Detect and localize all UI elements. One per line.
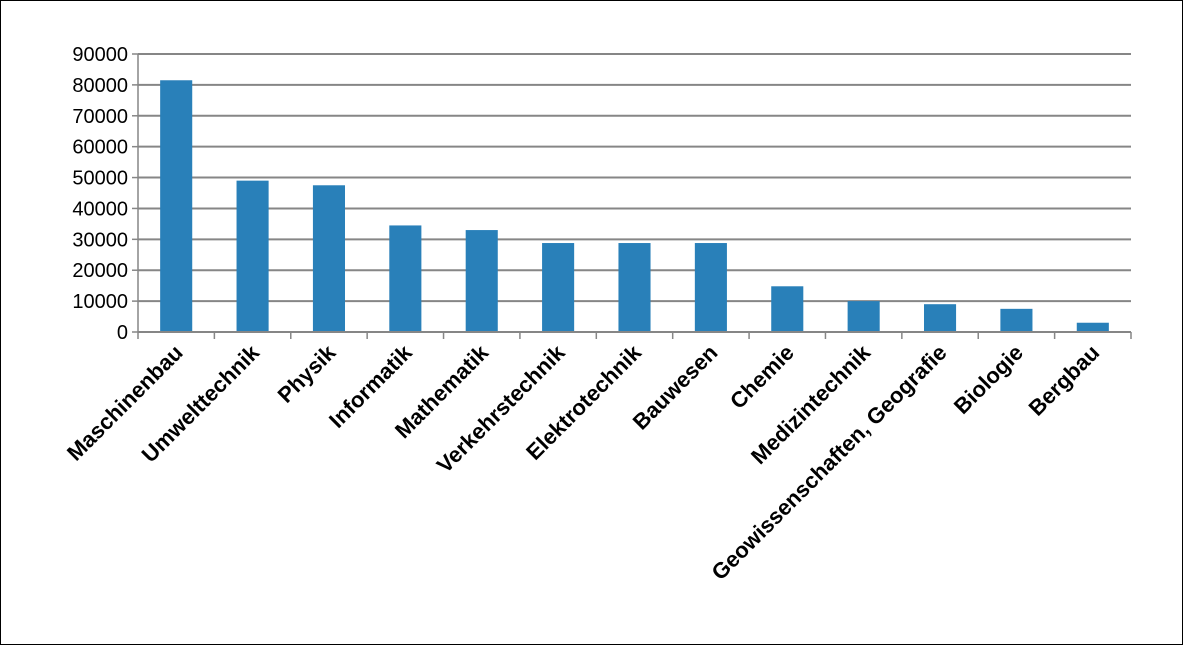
- y-tick-labels: 0 10000 20000 30000 40000 50000 60000 70000 8000…: [72, 44, 128, 344]
- y-tick-label: 40000: [72, 198, 128, 220]
- gridlines: [138, 53, 1131, 303]
- bars: [160, 80, 1109, 332]
- axes: [132, 53, 1132, 339]
- x-category-label: Biologie: [949, 340, 1028, 419]
- y-tick-label: 60000: [72, 137, 128, 159]
- y-tick-label: 70000: [72, 106, 128, 128]
- y-tick-label: 0: [117, 322, 128, 344]
- bar: [465, 230, 498, 332]
- x-category-label: Bergbau: [1024, 340, 1105, 421]
- y-tick-label: 90000: [72, 44, 128, 66]
- bar: [389, 225, 422, 332]
- bar: [694, 243, 727, 332]
- bar: [312, 185, 346, 332]
- y-tick-label: 80000: [72, 75, 128, 97]
- x-category-label: Verkehrstechnik: [432, 339, 570, 477]
- bar: [236, 180, 269, 332]
- bar: [1076, 322, 1109, 332]
- y-tick-label: 30000: [72, 229, 128, 251]
- bar: [923, 304, 957, 332]
- y-tick-label: 10000: [72, 291, 128, 313]
- bar: [160, 80, 193, 332]
- bar: [542, 243, 575, 332]
- x-category-label: Chemie: [725, 340, 799, 414]
- y-tick-label: 20000: [72, 260, 128, 282]
- y-tick-label: 50000: [72, 168, 128, 190]
- bar: [847, 301, 880, 332]
- bar: [771, 286, 804, 332]
- bar: [618, 243, 651, 332]
- x-category-label: Physik: [273, 339, 341, 407]
- bar: [1000, 308, 1033, 332]
